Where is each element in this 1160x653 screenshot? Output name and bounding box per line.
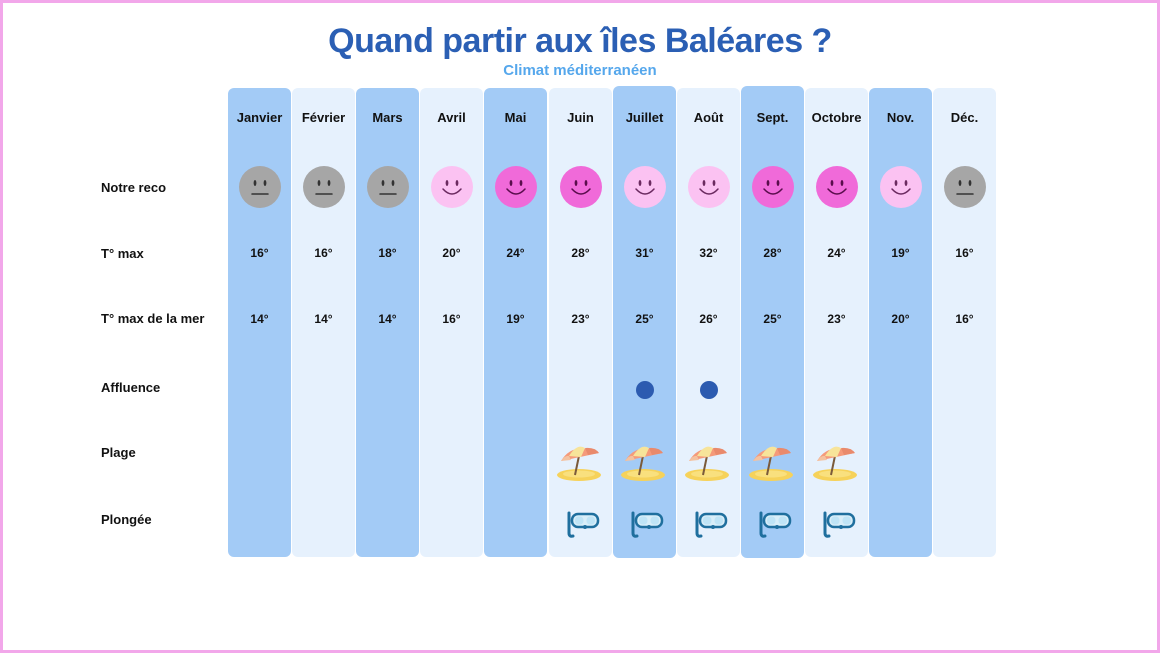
- beach-umbrella-icon: [619, 443, 671, 488]
- smiley-face-icon: [687, 166, 730, 208]
- month-header: Nov.: [886, 110, 915, 125]
- beach-umbrella-icon: [811, 443, 863, 488]
- sea-temperature-value: 19°: [506, 312, 525, 326]
- row-label-affluence: Affluence: [101, 380, 161, 395]
- beach-umbrella-icon: [683, 443, 735, 488]
- smiley-face-icon: [879, 166, 922, 208]
- temperature-max-value: 16°: [314, 246, 333, 260]
- month-header: Avril: [437, 110, 466, 125]
- smiley-face-icon: [815, 166, 858, 208]
- smiley-face-icon: [366, 166, 409, 208]
- row-label-plongee: Plongée: [101, 512, 152, 527]
- sea-temperature-value: 16°: [442, 312, 461, 326]
- sea-temperature-value: 14°: [250, 312, 269, 326]
- month-header: Février: [301, 110, 346, 125]
- sea-temperature-value: 20°: [891, 312, 910, 326]
- diving-mask-icon: [561, 505, 601, 544]
- temperature-max-value: 24°: [827, 246, 846, 260]
- sea-temperature-value: 26°: [699, 312, 718, 326]
- smiley-face-icon: [430, 166, 473, 208]
- smiley-face-icon: [302, 166, 345, 208]
- temperature-max-value: 16°: [250, 246, 269, 260]
- crowd-dot-icon: [635, 381, 654, 399]
- month-header: Juillet: [625, 110, 664, 125]
- temperature-max-value: 28°: [763, 246, 782, 260]
- sea-temperature-value: 14°: [314, 312, 333, 326]
- month-header: Mai: [504, 110, 527, 125]
- row-label-reco: Notre reco: [101, 180, 167, 195]
- row-label-tmax: T° max: [101, 246, 144, 261]
- page-title: Quand partir aux îles Baléares ?: [328, 22, 832, 60]
- diving-mask-icon: [625, 505, 665, 544]
- month-header: Janvier: [236, 110, 283, 125]
- sea-temperature-value: 23°: [571, 312, 590, 326]
- month-header: Déc.: [950, 110, 979, 125]
- sea-temperature-value: 23°: [827, 312, 846, 326]
- smiley-face-icon: [751, 166, 794, 208]
- sea-temperature-value: 16°: [955, 312, 974, 326]
- temperature-max-value: 28°: [571, 246, 590, 260]
- month-header: Juin: [567, 110, 594, 125]
- row-label-sea-temp: T° max de la mer: [101, 311, 205, 326]
- temperature-max-value: 18°: [378, 246, 397, 260]
- temperature-max-value: 20°: [442, 246, 461, 260]
- month-header: Mars: [372, 110, 403, 125]
- crowd-dot-icon: [699, 381, 718, 399]
- diving-mask-icon: [753, 505, 793, 544]
- sea-temperature-value: 25°: [763, 312, 782, 326]
- month-header: Octobre: [811, 110, 862, 125]
- sea-temperature-value: 14°: [378, 312, 397, 326]
- sea-temperature-value: 25°: [635, 312, 654, 326]
- temperature-max-value: 31°: [635, 246, 654, 260]
- smiley-face-icon: [943, 166, 986, 208]
- month-header: Sept.: [756, 110, 789, 125]
- row-label-plage: Plage: [101, 445, 136, 460]
- diving-mask-icon: [817, 505, 857, 544]
- month-header: Août: [693, 110, 724, 125]
- temperature-max-value: 32°: [699, 246, 718, 260]
- beach-umbrella-icon: [555, 443, 607, 488]
- diving-mask-icon: [689, 505, 729, 544]
- temperature-max-value: 19°: [891, 246, 910, 260]
- temperature-max-value: 24°: [506, 246, 525, 260]
- smiley-face-icon: [494, 166, 537, 208]
- smiley-face-icon: [238, 166, 281, 208]
- temperature-max-value: 16°: [955, 246, 974, 260]
- beach-umbrella-icon: [747, 443, 799, 488]
- page-subtitle: Climat méditerranéen: [503, 62, 657, 79]
- smiley-face-icon: [559, 166, 602, 208]
- smiley-face-icon: [623, 166, 666, 208]
